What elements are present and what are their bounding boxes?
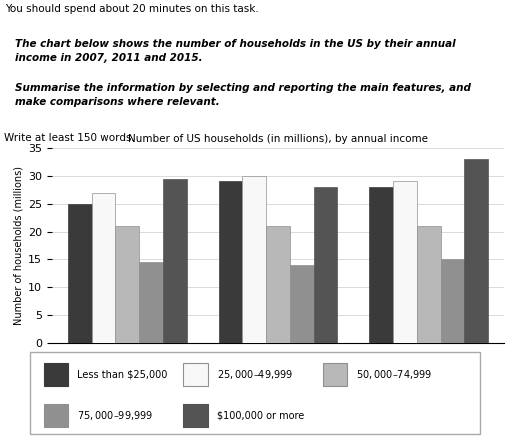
Bar [92,193,116,343]
Title: Number of US households (in millions), by annual income: Number of US households (in millions), b… [128,135,428,145]
Bar [370,187,393,343]
Text: The chart below shows the number of households in the US by their annual
income : The chart below shows the number of hous… [15,39,456,63]
Bar [417,226,440,343]
Bar [44,404,68,427]
Bar [464,159,488,343]
Text: Summarise the information by selecting and reporting the main features, and
make: Summarise the information by selecting a… [15,83,471,107]
Bar [290,265,313,343]
X-axis label: Year: Year [266,366,290,375]
Bar [393,181,417,343]
Bar [139,262,163,343]
Bar [183,404,208,427]
Text: $75,000–$99,999: $75,000–$99,999 [77,409,154,422]
Bar [116,226,139,343]
Bar [68,204,92,343]
Bar [323,363,347,386]
Text: Less than $25,000: Less than $25,000 [77,370,167,380]
FancyBboxPatch shape [30,352,480,434]
Text: $50,000–$74,999: $50,000–$74,999 [356,369,433,381]
Bar [243,176,266,343]
Bar [163,179,186,343]
Bar [44,363,68,386]
Bar [440,259,464,343]
Bar [219,181,243,343]
Bar [183,363,208,386]
Text: You should spend about 20 minutes on this task.: You should spend about 20 minutes on thi… [5,4,259,14]
Y-axis label: Number of households (millions): Number of households (millions) [14,166,24,325]
Text: $100,000 or more: $100,000 or more [217,411,304,421]
Text: Write at least 150 words.: Write at least 150 words. [4,133,135,143]
Bar [266,226,290,343]
Text: $25,000–$49,999: $25,000–$49,999 [217,369,293,381]
Bar [313,187,337,343]
